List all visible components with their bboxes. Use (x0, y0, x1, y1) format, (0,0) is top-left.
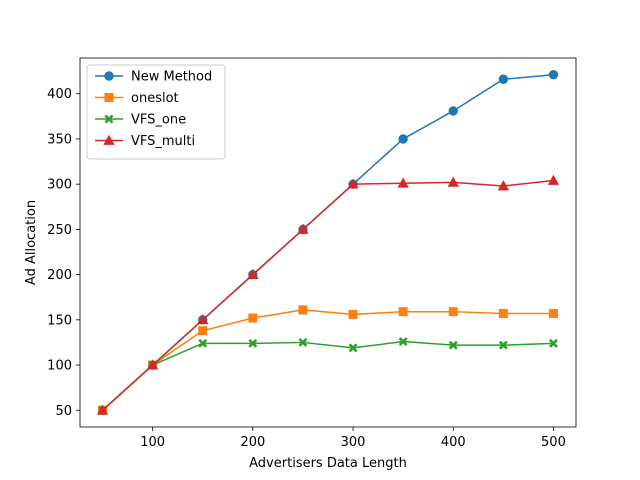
data-point (248, 338, 258, 348)
data-point (548, 70, 559, 80)
data-point (398, 134, 408, 144)
data-point (397, 177, 409, 188)
series-line (102, 340, 554, 411)
data-point (198, 338, 208, 348)
plot-frame (79, 57, 577, 428)
legend-box (86, 64, 226, 160)
legend-item: oneslot (95, 91, 179, 106)
data-point (547, 174, 560, 185)
y-tick-label: 200 (47, 268, 72, 283)
data-point (448, 106, 458, 116)
data-point (146, 359, 159, 370)
data-point (498, 340, 508, 350)
legend: New Method oneslot VFS_one VFS_multi (86, 64, 226, 160)
y-tick-label: 350 (47, 132, 72, 147)
legend-label: VFS_multi (131, 134, 195, 149)
data-point (197, 313, 209, 325)
legend-item: VFS_multi (95, 134, 195, 149)
y-tick-label: 100 (47, 359, 72, 374)
data-point (298, 337, 308, 347)
data-point (448, 340, 458, 350)
data-point (348, 309, 358, 319)
series-layer (96, 70, 560, 415)
x-axis: 100 200 300 400 500 (140, 427, 566, 450)
data-point (398, 336, 408, 347)
data-point (298, 305, 308, 315)
data-point (398, 307, 408, 317)
data-point (297, 223, 309, 234)
series-line (102, 309, 554, 411)
data-point (198, 326, 208, 336)
data-point (248, 313, 258, 323)
series-line (102, 179, 554, 411)
data-point (447, 176, 459, 187)
data-point (347, 178, 359, 189)
y-tick-label: 150 (47, 313, 72, 328)
x-tick-label: 400 (441, 435, 466, 450)
data-point (498, 74, 509, 84)
x-tick-label: 300 (341, 435, 366, 450)
y-tick-label: 50 (55, 404, 72, 419)
legend-marker (104, 93, 114, 102)
legend-label: New Method (131, 70, 212, 85)
legend-marker (104, 114, 114, 124)
data-point (548, 308, 558, 318)
y-axis-label: Ad Allocation (24, 200, 39, 285)
x-axis-label: Advertisers Data Length (249, 456, 407, 471)
legend-marker (103, 134, 115, 145)
data-point (348, 343, 358, 353)
data-point (247, 268, 259, 279)
y-axis: 50 100 150 200 250 300 350 400 (47, 87, 80, 419)
data-point (96, 404, 109, 415)
legend-label: oneslot (131, 91, 179, 106)
series-vfs-multi (96, 174, 560, 415)
legend-marker (104, 71, 114, 81)
data-point (498, 308, 508, 318)
data-point (497, 180, 510, 191)
x-tick-label: 500 (541, 435, 566, 450)
x-tick-label: 100 (140, 435, 165, 450)
y-tick-label: 400 (47, 87, 72, 102)
legend-item: VFS_one (95, 113, 186, 128)
legend-label: VFS_one (131, 113, 186, 128)
y-tick-label: 250 (47, 223, 72, 238)
legend-item: New Method (95, 70, 212, 85)
y-tick-label: 300 (47, 178, 72, 193)
x-tick-label: 200 (240, 435, 265, 450)
data-point (448, 307, 458, 317)
data-point (548, 338, 559, 348)
